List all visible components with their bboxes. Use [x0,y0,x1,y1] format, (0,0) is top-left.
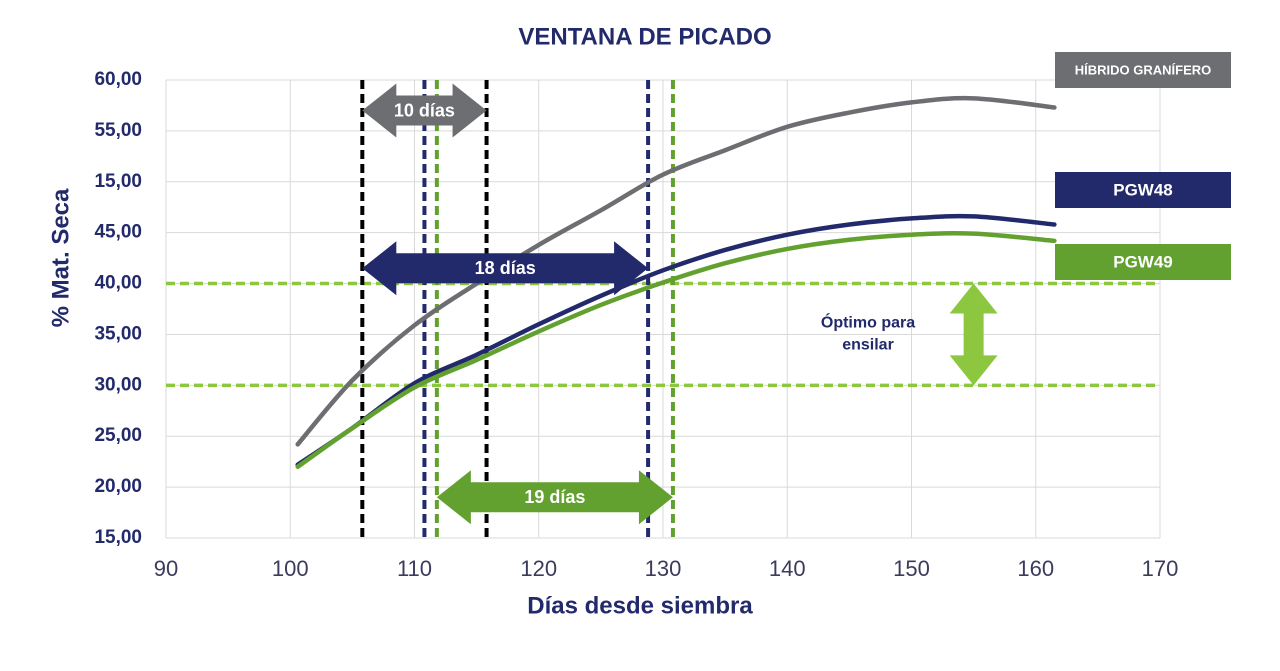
legend-box [1055,52,1231,88]
y-tick-label: 25,00 [94,425,142,446]
x-tick-label: 160 [1017,556,1054,581]
optimum-arrow [949,283,998,386]
chart-title: VENTANA DE PICADO [518,23,771,50]
legend-box [1055,244,1231,280]
series-line [295,213,1057,467]
arrow-label: 18 días [475,258,536,278]
arrow-label: 19 días [524,487,585,507]
arrow-label: 10 días [394,100,455,120]
x-tick-label: 90 [154,556,178,581]
y-tick-label: 15,00 [94,171,142,192]
y-tick-label: 60,00 [94,69,142,90]
x-tick-label: 130 [645,556,682,581]
x-tick-label: 150 [893,556,930,581]
optimum-label: ensilar [842,337,894,354]
y-tick-label: 15,00 [94,527,142,548]
span-arrow [362,83,487,138]
y-tick-label: 20,00 [94,476,142,497]
legend-label: HÍBRIDO GRANÍFERO [1075,62,1212,77]
x-tick-label: 120 [520,556,557,581]
y-tick-label: 35,00 [94,323,142,344]
y-tick-label: 45,00 [94,222,142,243]
x-tick-label: 140 [769,556,806,581]
span-arrow [436,470,673,525]
optimum-label: Óptimo para [821,313,915,332]
legend-label: PGW49 [1113,252,1173,271]
x-tick-label: 170 [1142,556,1179,581]
x-axis-label: Días desde siembra [527,592,753,619]
span-arrow [362,241,649,296]
y-tick-label: 30,00 [94,374,142,395]
series-line [295,231,1057,470]
y-axis-label: % Mat. Seca [47,188,74,327]
series-line [295,95,1057,447]
y-tick-label: 40,00 [94,273,142,294]
x-tick-label: 100 [272,556,309,581]
x-tick-label: 110 [397,556,432,581]
y-tick-label: 55,00 [94,120,142,141]
legend-label: PGW48 [1113,180,1173,199]
legend-box [1055,172,1231,208]
